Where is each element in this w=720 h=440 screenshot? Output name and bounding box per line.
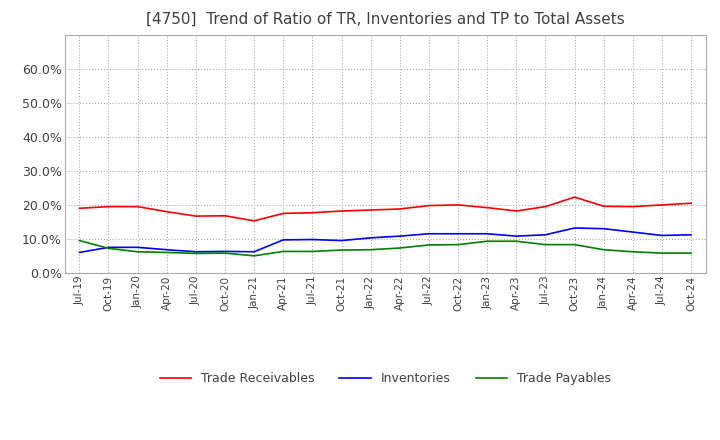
Inventories (104, 245, 113, 250)
Trade Payables (163, 250, 171, 255)
Trade Payables (337, 247, 346, 253)
Inventories (308, 237, 317, 242)
Trade Payables (104, 246, 113, 251)
Trade Receivables (308, 210, 317, 215)
Trade Receivables (192, 213, 200, 219)
Inventories (192, 249, 200, 254)
Trade Payables (75, 238, 84, 243)
Inventories (483, 231, 492, 236)
Inventories (163, 247, 171, 253)
Trade Receivables (599, 204, 608, 209)
Trade Receivables (75, 205, 84, 211)
Trade Payables (599, 247, 608, 253)
Trade Receivables (541, 204, 550, 209)
Inventories (541, 232, 550, 238)
Trade Receivables (570, 194, 579, 200)
Inventories (366, 235, 375, 241)
Inventories (570, 225, 579, 231)
Trade Payables (629, 249, 637, 254)
Title: [4750]  Trend of Ratio of TR, Inventories and TP to Total Assets: [4750] Trend of Ratio of TR, Inventories… (146, 12, 624, 27)
Trade Payables (454, 242, 462, 247)
Trade Payables (308, 249, 317, 254)
Inventories (657, 233, 666, 238)
Inventories (133, 245, 142, 250)
Trade Receivables (512, 209, 521, 214)
Inventories (629, 229, 637, 235)
Trade Payables (133, 249, 142, 254)
Trade Receivables (250, 218, 258, 224)
Line: Trade Receivables: Trade Receivables (79, 197, 691, 221)
Trade Receivables (133, 204, 142, 209)
Inventories (599, 226, 608, 231)
Trade Receivables (220, 213, 229, 218)
Trade Receivables (657, 202, 666, 208)
Trade Payables (366, 247, 375, 253)
Trade Receivables (279, 211, 287, 216)
Inventories (250, 249, 258, 254)
Trade Receivables (366, 207, 375, 213)
Trade Payables (279, 249, 287, 254)
Trade Payables (687, 250, 696, 256)
Trade Payables (220, 250, 229, 256)
Trade Payables (192, 251, 200, 256)
Trade Payables (425, 242, 433, 248)
Trade Receivables (454, 202, 462, 208)
Inventories (337, 238, 346, 243)
Trade Payables (657, 250, 666, 256)
Inventories (75, 250, 84, 255)
Trade Receivables (163, 209, 171, 214)
Trade Payables (541, 242, 550, 247)
Inventories (687, 232, 696, 238)
Trade Payables (512, 238, 521, 244)
Trade Payables (250, 253, 258, 258)
Inventories (425, 231, 433, 236)
Line: Inventories: Inventories (79, 228, 691, 253)
Legend: Trade Receivables, Inventories, Trade Payables: Trade Receivables, Inventories, Trade Pa… (155, 367, 616, 390)
Trade Receivables (629, 204, 637, 209)
Trade Receivables (337, 209, 346, 214)
Trade Payables (483, 238, 492, 244)
Trade Receivables (425, 203, 433, 208)
Trade Receivables (483, 205, 492, 210)
Inventories (279, 237, 287, 242)
Inventories (395, 234, 404, 239)
Line: Trade Payables: Trade Payables (79, 241, 691, 256)
Trade Receivables (395, 206, 404, 212)
Trade Payables (395, 246, 404, 251)
Trade Receivables (687, 201, 696, 206)
Inventories (512, 234, 521, 239)
Trade Payables (570, 242, 579, 247)
Inventories (454, 231, 462, 236)
Inventories (220, 249, 229, 254)
Trade Receivables (104, 204, 113, 209)
